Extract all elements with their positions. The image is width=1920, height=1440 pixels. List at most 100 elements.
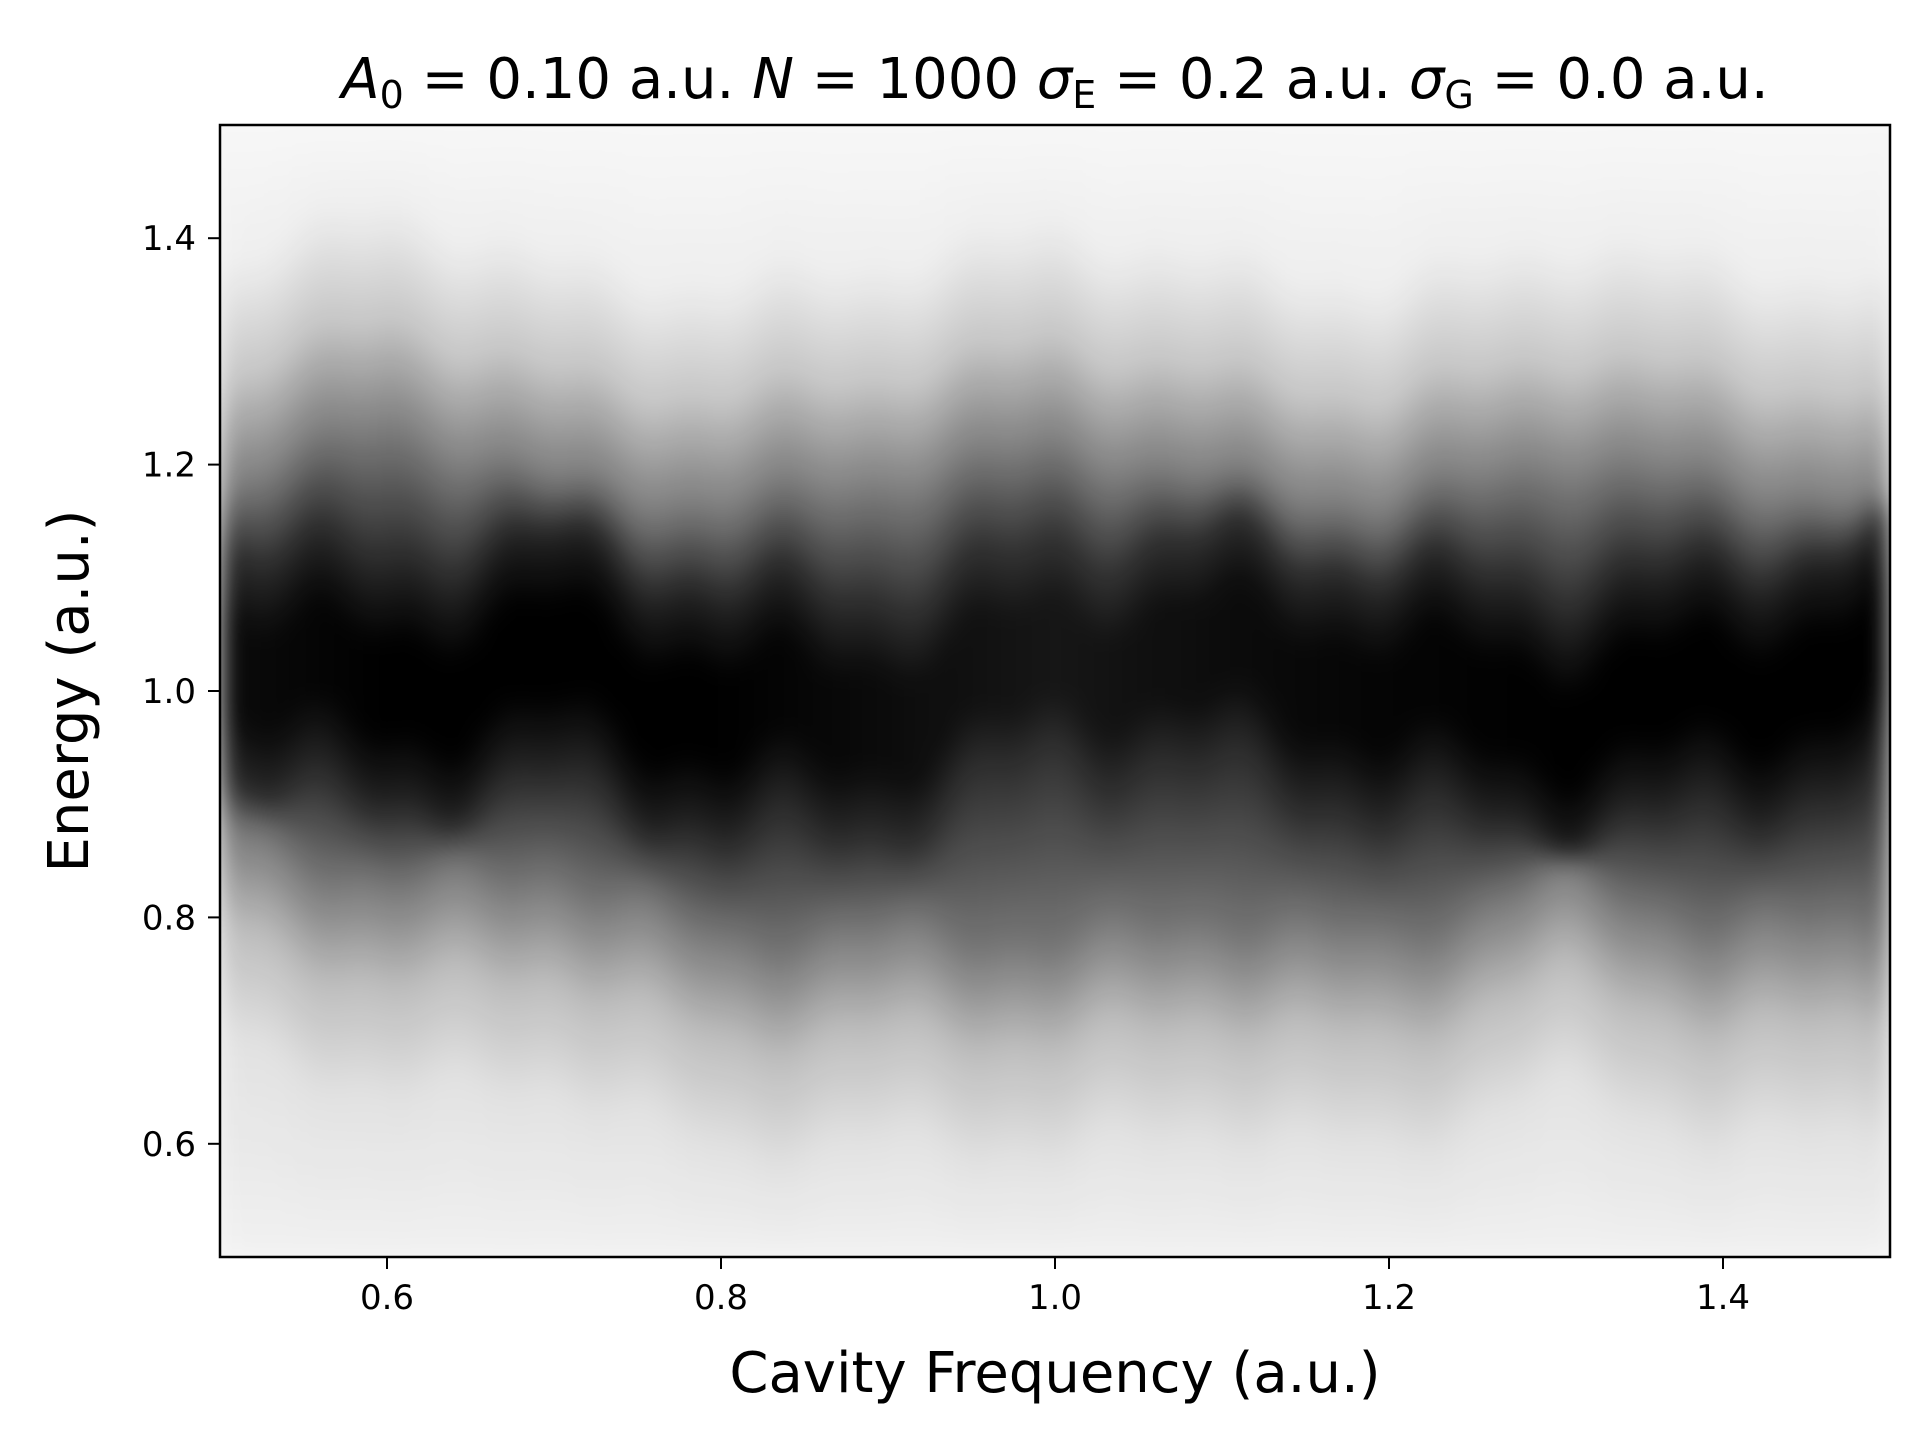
heatmap-column <box>716 125 738 1257</box>
heatmap-column <box>954 125 977 1257</box>
y-axis-label: Energy (a.u.) <box>37 510 102 873</box>
heatmap-column <box>914 125 937 1257</box>
heatmap-column <box>676 125 699 1257</box>
y-tick-label: 0.8 <box>142 898 196 938</box>
heatmap-column <box>974 125 997 1257</box>
y-tick-label: 1.4 <box>142 219 196 259</box>
x-tick-label: 0.8 <box>694 1278 748 1318</box>
heatmap-column <box>437 125 460 1257</box>
heatmap-column <box>1093 125 1116 1257</box>
x-tick-label: 1.2 <box>1362 1278 1416 1318</box>
heatmap-column <box>1332 125 1355 1257</box>
heatmap-column <box>596 125 619 1257</box>
heatmap-column <box>338 125 361 1257</box>
x-tick-label: 0.6 <box>360 1278 414 1318</box>
heatmap-column <box>1292 125 1315 1257</box>
heatmap-column <box>894 125 917 1257</box>
heatmap-column <box>1113 125 1136 1257</box>
heatmap-column <box>1153 125 1176 1257</box>
heatmap-column <box>934 125 957 1257</box>
heatmap-column <box>616 125 639 1257</box>
y-tick-label: 1.0 <box>142 672 196 712</box>
y-axis-ticks: 0.6 0.8 1.0 1.2 1.4 <box>142 219 220 1165</box>
heatmap-column <box>417 125 440 1257</box>
heatmap-column <box>1610 125 1633 1257</box>
heatmap-column <box>497 125 520 1257</box>
heatmap-column <box>1729 125 1752 1257</box>
heatmap-column <box>298 125 321 1257</box>
heatmap-column <box>1372 125 1394 1257</box>
plot-area <box>218 123 1892 1259</box>
heatmap-column <box>636 125 659 1257</box>
heatmap-column <box>258 125 281 1257</box>
heatmap-column <box>696 125 719 1257</box>
heatmap-column <box>1670 125 1693 1257</box>
heatmap-column <box>1213 125 1235 1257</box>
heatmap-column <box>220 125 241 1257</box>
x-axis-label: Cavity Frequency (a.u.) <box>729 1341 1380 1406</box>
heatmap-column <box>875 125 897 1257</box>
heatmap-column <box>1431 125 1454 1257</box>
heatmap-column <box>795 125 818 1257</box>
heatmap-column <box>1252 125 1275 1257</box>
heatmap-column <box>1054 125 1076 1257</box>
heatmap-column <box>238 125 261 1257</box>
heatmap-column <box>1511 125 1534 1257</box>
y-tick-label: 0.6 <box>142 1125 196 1165</box>
heatmap-column <box>994 125 1017 1257</box>
heatmap-column <box>1391 125 1414 1257</box>
heatmap-column <box>556 125 579 1257</box>
x-axis-ticks: 0.6 0.8 1.0 1.2 1.4 <box>360 1257 1750 1318</box>
heatmap-column <box>1193 125 1216 1257</box>
heatmap-column <box>1630 125 1653 1257</box>
heatmap-column <box>278 125 301 1257</box>
heatmap-column <box>1173 125 1196 1257</box>
heatmap-column <box>1809 125 1832 1257</box>
heatmap-column <box>1531 125 1554 1257</box>
heatmap-layer <box>220 125 1890 1257</box>
heatmap-column <box>517 125 540 1257</box>
heatmap-column <box>1352 125 1375 1257</box>
heatmap-column <box>1869 125 1890 1257</box>
heatmap-column <box>576 125 599 1257</box>
heatmap-column <box>735 125 758 1257</box>
heatmap-column <box>1491 125 1514 1257</box>
heatmap-column <box>1769 125 1792 1257</box>
heatmap-column <box>1690 125 1713 1257</box>
heatmap-column <box>318 125 341 1257</box>
heatmap-column <box>1710 125 1732 1257</box>
heatmap-column <box>1133 125 1156 1257</box>
heatmap-column <box>1590 125 1613 1257</box>
heatmap-column <box>457 125 480 1257</box>
heatmap-column <box>1471 125 1494 1257</box>
heatmap-column <box>755 125 778 1257</box>
heatmap-column <box>1650 125 1673 1257</box>
heatmap-column <box>477 125 500 1257</box>
heatmap-column <box>1312 125 1335 1257</box>
heatmap-column <box>1034 125 1056 1257</box>
heatmap-column <box>835 125 858 1257</box>
heatmap-column <box>855 125 878 1257</box>
heatmap-cells <box>220 125 1890 1257</box>
chart-title: A0 = 0.10 a.u. N = 1000 σE = 0.2 a.u. σG… <box>338 47 1768 117</box>
heatmap-column <box>1451 125 1474 1257</box>
heatmap-column <box>775 125 798 1257</box>
x-tick-label: 1.4 <box>1696 1278 1750 1318</box>
heatmap-column <box>656 125 679 1257</box>
heatmap-column <box>358 125 381 1257</box>
heatmap-column <box>1829 125 1852 1257</box>
heatmap-column <box>1849 125 1872 1257</box>
heatmap-column <box>1272 125 1295 1257</box>
heatmap-column <box>397 125 420 1257</box>
heatmap-column <box>1551 125 1573 1257</box>
heatmap-column <box>1073 125 1096 1257</box>
y-tick-label: 1.2 <box>142 446 196 486</box>
heatmap-column <box>1232 125 1255 1257</box>
x-tick-label: 1.0 <box>1028 1278 1082 1318</box>
heatmap-column <box>1014 125 1037 1257</box>
heatmap-column <box>537 125 559 1257</box>
heatmap-column <box>1411 125 1434 1257</box>
heatmap-column <box>1789 125 1812 1257</box>
heatmap-column <box>378 125 400 1257</box>
